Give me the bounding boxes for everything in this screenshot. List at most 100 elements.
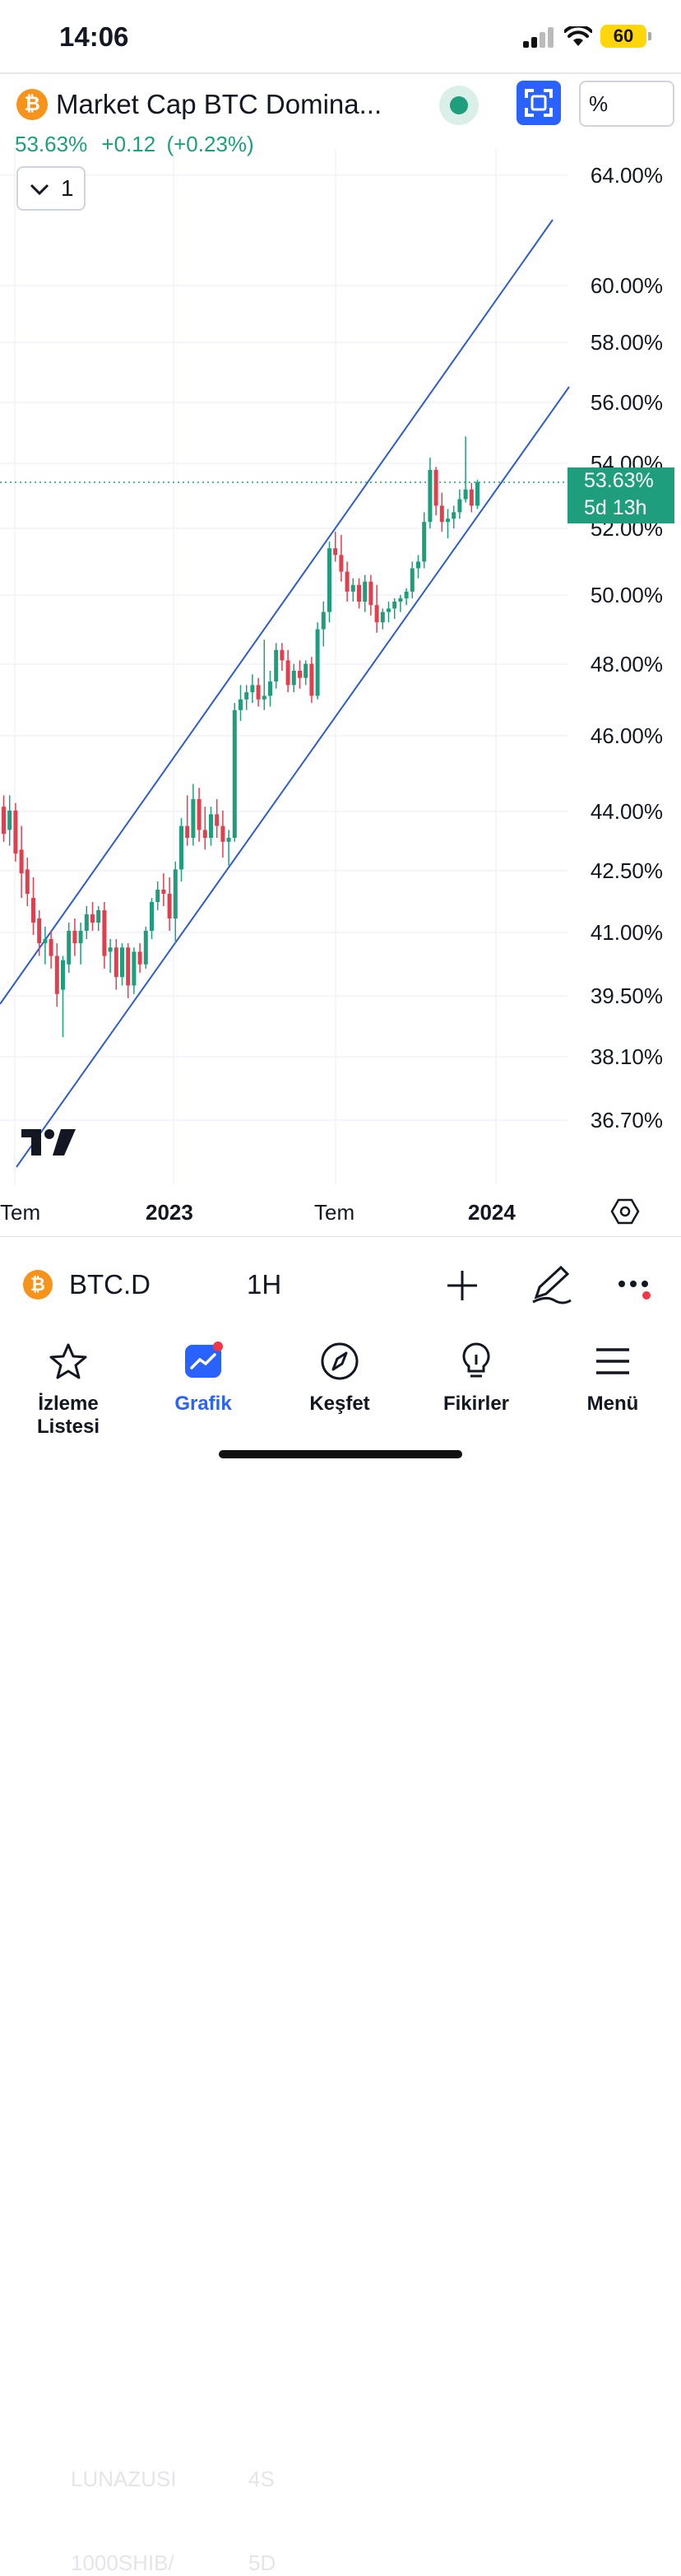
candle-body	[90, 914, 95, 923]
candle-body	[363, 581, 368, 602]
nav-explore[interactable]: Keşfet	[278, 1341, 401, 1424]
candle-body	[114, 947, 118, 978]
candle-body	[262, 695, 266, 700]
lightbulb-icon	[462, 1342, 490, 1378]
candle-body	[416, 561, 420, 569]
candle-body	[232, 709, 237, 838]
candle-body	[137, 951, 142, 965]
nav-watchlist[interactable]: İzleme Listesi	[7, 1341, 130, 1438]
x-tick-label: 2024	[468, 1200, 516, 1225]
price-tick-label: 36.70%	[591, 1108, 663, 1132]
candle-body	[291, 671, 296, 686]
price-chart[interactable]: 64.00%60.00%58.00%56.00%54.00%52.00%50.0…	[0, 0, 681, 1236]
symbol-selector[interactable]: BTC.D	[69, 1269, 151, 1300]
more-options-icon[interactable]	[617, 1277, 656, 1302]
x-tick-label: Tem	[0, 1200, 41, 1225]
candle-body	[410, 568, 415, 592]
hamburger-icon	[596, 1348, 629, 1374]
candle-body	[173, 869, 178, 918]
price-tag-value: 53.63%	[584, 469, 654, 492]
price-axis: 64.00%60.00%58.00%56.00%54.00%52.00%50.0…	[591, 163, 663, 1132]
candle-body	[179, 825, 183, 870]
candle-body	[321, 611, 326, 630]
last-price: 53.63%	[15, 132, 88, 156]
candle-body	[280, 649, 285, 661]
candle-body	[72, 931, 77, 944]
candle-body	[298, 671, 302, 678]
candles	[2, 436, 479, 1038]
x-tick-label: 2023	[146, 1200, 193, 1225]
channel-upper-line	[0, 219, 554, 1005]
candle-body	[108, 947, 113, 952]
candle-body	[392, 602, 397, 609]
candle-body	[374, 605, 379, 623]
symbol-title[interactable]: Market Cap BTC Domina...	[56, 89, 382, 119]
interval-selector[interactable]: 1H	[247, 1269, 282, 1300]
candle-body	[167, 894, 172, 918]
channel-lower-line	[16, 386, 570, 1168]
add-plus-icon[interactable]	[444, 1267, 480, 1304]
nav-menu[interactable]: Menü	[551, 1341, 674, 1424]
nav-label: Grafik	[174, 1393, 232, 1415]
candle-body	[439, 505, 444, 523]
candle-body	[155, 890, 160, 902]
chevron-down-icon	[30, 184, 49, 196]
candle-body	[54, 956, 59, 994]
candle-body	[220, 825, 225, 842]
btc-logo: ₿	[16, 89, 48, 120]
candle-body	[61, 960, 65, 990]
battery-tip	[648, 32, 651, 40]
compass-icon	[321, 1342, 359, 1380]
candle-body	[150, 902, 154, 931]
candle-body	[120, 947, 124, 978]
candle-body	[398, 598, 403, 602]
scale-mode-button[interactable]: %	[579, 81, 674, 127]
price-change: +0.12	[101, 132, 156, 156]
drawing-pen-icon[interactable]	[530, 1264, 574, 1305]
candle-body	[452, 512, 456, 519]
price-summary: 53.63% +0.12 (+0.23%)	[15, 132, 254, 157]
price-tag-countdown: 5d 13h	[584, 496, 647, 519]
candle-body	[387, 608, 391, 612]
price-tick-label: 60.00%	[591, 273, 663, 298]
price-tick-label: 39.50%	[591, 983, 663, 1008]
channel-lines	[0, 219, 570, 1168]
nav-label: Menü	[586, 1393, 639, 1415]
chart-settings-icon[interactable]	[610, 1197, 640, 1226]
candle-body	[49, 939, 53, 956]
candle-body	[274, 649, 279, 682]
x-tick-label: Tem	[314, 1200, 355, 1225]
market-status-indicator[interactable]	[439, 86, 479, 125]
candle-body	[2, 807, 6, 835]
candle-body	[327, 548, 331, 612]
candle-body	[25, 869, 30, 894]
price-tick-label: 64.00%	[591, 163, 663, 188]
candle-body	[215, 814, 220, 826]
star-icon	[49, 1343, 87, 1379]
live-dot-icon	[450, 96, 468, 114]
nav-ideas[interactable]: Fikirler	[415, 1341, 538, 1424]
candle-body	[433, 470, 438, 506]
candle-body	[428, 470, 433, 523]
candle-body	[226, 838, 231, 842]
fullscreen-button[interactable]	[517, 81, 561, 125]
nav-chart[interactable]: Grafik	[141, 1341, 265, 1424]
candle-body	[475, 481, 479, 506]
indicator-count-button[interactable]: 1	[16, 166, 86, 211]
price-tick-label: 56.00%	[591, 390, 663, 415]
candle-body	[285, 660, 290, 686]
btc-logo-small: ₿	[23, 1270, 53, 1300]
price-tick-label: 48.00%	[591, 652, 663, 677]
candle-body	[333, 548, 338, 556]
candle-body	[197, 799, 202, 830]
candle-body	[13, 810, 18, 854]
candle-body	[19, 849, 24, 874]
candle-body	[209, 814, 213, 838]
price-tick-label: 38.10%	[591, 1044, 663, 1069]
price-tick-label: 46.00%	[591, 723, 663, 748]
candle-body	[380, 611, 385, 623]
candle-body	[84, 914, 89, 931]
candle-body	[37, 918, 42, 944]
candle-body	[78, 931, 83, 944]
candle-body	[350, 584, 355, 592]
